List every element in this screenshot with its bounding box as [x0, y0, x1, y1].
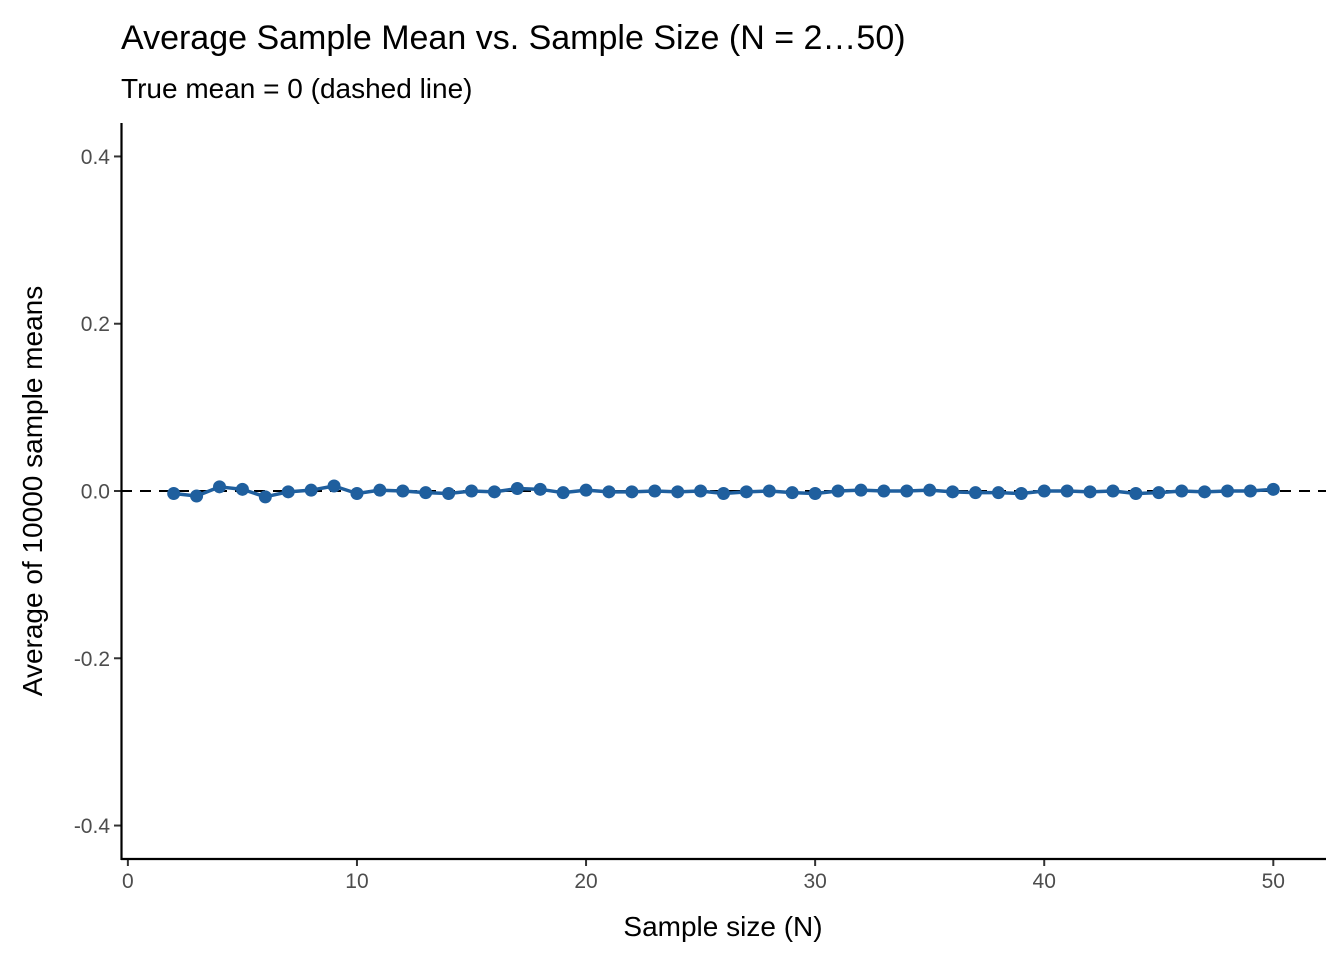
data-point — [373, 483, 387, 497]
data-point — [579, 483, 593, 497]
data-point — [1266, 482, 1280, 496]
data-point — [968, 486, 982, 500]
data-point — [1106, 484, 1120, 498]
data-point — [235, 482, 249, 496]
data-point — [1037, 484, 1051, 498]
x-axis-ticks: 0 10 20 30 40 50 — [122, 859, 1285, 893]
chart-subtitle: True mean = 0 (dashed line) — [121, 73, 473, 104]
data-point — [923, 483, 937, 497]
y-tick-label: -0.4 — [74, 815, 111, 838]
data-point — [1220, 484, 1234, 498]
data-point — [1198, 485, 1212, 499]
data-point — [785, 486, 799, 500]
data-point — [419, 486, 433, 500]
data-point — [258, 490, 272, 504]
x-tick-label: 0 — [122, 870, 134, 893]
x-tick-label: 30 — [803, 870, 826, 893]
data-point — [991, 486, 1005, 500]
data-point — [1175, 484, 1189, 498]
data-point — [510, 481, 524, 495]
data-point — [1014, 487, 1028, 501]
data-point — [602, 485, 616, 499]
data-point — [1060, 484, 1074, 498]
x-tick-label: 20 — [574, 870, 597, 893]
y-axis-title: Average of 10000 sample means — [17, 286, 48, 696]
x-tick-label: 40 — [1033, 870, 1056, 893]
data-point — [717, 487, 730, 501]
data-point — [1083, 485, 1097, 499]
data-point — [442, 487, 456, 501]
x-tick-label: 50 — [1262, 870, 1285, 893]
y-tick-label: 0.4 — [81, 146, 111, 169]
plot-area — [121, 479, 1326, 504]
data-point — [831, 484, 845, 498]
data-point — [1152, 486, 1166, 500]
data-point — [625, 485, 639, 499]
data-point — [327, 479, 341, 493]
data-point — [1129, 487, 1143, 501]
data-point — [281, 485, 295, 499]
y-tick-label: 0.0 — [81, 481, 110, 504]
data-point — [946, 485, 960, 499]
y-axis-ticks: -0.4 -0.2 0.0 0.2 0.4 — [74, 146, 121, 838]
data-point — [304, 483, 318, 497]
data-point — [465, 484, 479, 498]
x-axis-title: Sample size (N) — [623, 911, 822, 942]
data-point — [877, 484, 891, 498]
x-tick-label: 10 — [345, 870, 368, 893]
data-point — [396, 484, 410, 498]
y-tick-label: 0.2 — [81, 313, 110, 336]
y-tick-label: -0.2 — [74, 648, 110, 671]
data-point — [762, 484, 776, 498]
data-point — [533, 482, 547, 496]
data-point — [671, 485, 685, 499]
data-point — [350, 487, 364, 501]
data-point — [648, 484, 662, 498]
data-point — [487, 485, 501, 499]
data-point — [900, 484, 914, 498]
data-point — [808, 487, 822, 501]
data-point — [213, 480, 227, 494]
data-point — [556, 486, 570, 500]
data-point — [1243, 484, 1257, 498]
chart-title: Average Sample Mean vs. Sample Size (N =… — [121, 19, 906, 57]
data-point — [190, 489, 204, 503]
data-point — [739, 485, 753, 499]
data-point — [694, 484, 708, 498]
data-point — [854, 483, 868, 497]
data-point — [167, 487, 181, 501]
